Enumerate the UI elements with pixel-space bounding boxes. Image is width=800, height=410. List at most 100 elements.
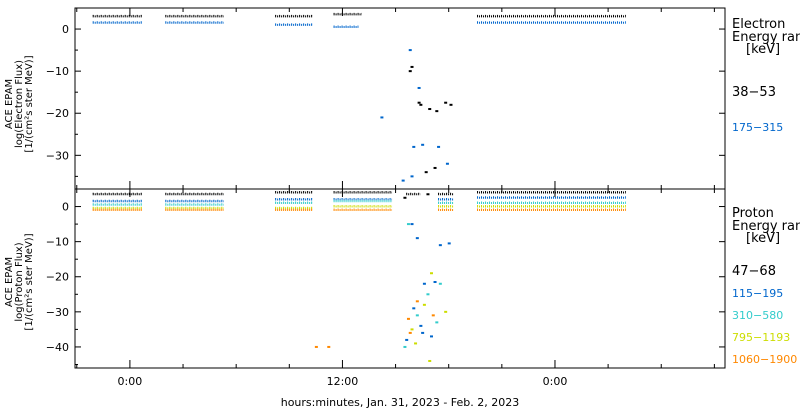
proton-series xyxy=(92,191,626,362)
proton-panel: 0−10−20−30−40 ACE EPAM log(Proton Flux) … xyxy=(4,188,800,369)
data-point xyxy=(419,324,423,327)
data-point xyxy=(410,223,414,226)
proton-legend-title-line3: [keV] xyxy=(746,231,780,246)
data-point xyxy=(406,223,410,226)
electron-legend-entries: 38−53 175−315 xyxy=(732,85,783,134)
data-point xyxy=(410,328,414,331)
x-tick-label: 12:00 xyxy=(327,375,359,388)
data-point xyxy=(445,162,449,165)
data-point xyxy=(314,345,318,348)
series-47-68 xyxy=(92,191,626,199)
legend-entry-795-1193: 795−1193 xyxy=(732,331,790,344)
x-axis-title: hours:minutes, Jan. 31, 2023 - Feb. 2, 2… xyxy=(281,396,520,409)
legend-entry-115-195: 115−195 xyxy=(732,287,783,300)
electron-legend-title-line1: Electron xyxy=(732,17,785,32)
data-point xyxy=(327,345,331,348)
data-point xyxy=(437,145,441,148)
data-point xyxy=(406,317,410,320)
data-point xyxy=(438,282,442,285)
data-point xyxy=(435,321,439,324)
electron-ylabel-line3: [1/(cm²s ster MeV)] xyxy=(24,55,35,152)
data-point xyxy=(429,272,433,275)
data-point xyxy=(422,303,426,306)
data-point xyxy=(429,335,433,338)
data-point xyxy=(447,242,451,245)
electron-ylabel-line2: log(Electron Flux) xyxy=(14,60,25,148)
series-115-195 xyxy=(92,196,626,341)
data-point xyxy=(415,300,419,303)
series-310-580 xyxy=(92,199,626,348)
x-tick-labels: 0:00 12:00 0:00 xyxy=(118,375,568,388)
data-point xyxy=(431,314,435,317)
data-point xyxy=(428,359,432,362)
legend-entry-47-68: 47−68 xyxy=(732,264,776,279)
data-point xyxy=(438,244,442,247)
proton-legend-entries: 47−68 115−195 310−580 795−1193 1060−1900 xyxy=(732,264,797,366)
data-point xyxy=(428,108,432,111)
data-point xyxy=(444,101,448,104)
data-point xyxy=(412,145,416,148)
y-tick-label: −30 xyxy=(46,149,69,162)
data-point xyxy=(433,166,437,169)
electron-x-ticks xyxy=(76,8,715,189)
x-tick-label: 0:00 xyxy=(118,375,143,388)
electron-y-ticks: 0 −10 −20 −30 xyxy=(46,7,725,177)
data-point xyxy=(449,103,453,106)
legend-entry-38-53: 38−53 xyxy=(732,85,776,100)
data-point xyxy=(415,237,419,240)
data-point xyxy=(405,338,409,341)
electron-legend-title-line2: Energy ran xyxy=(732,30,800,45)
series-38-53 xyxy=(92,12,626,174)
electron-legend-title-line3: [keV] xyxy=(746,42,780,57)
data-point xyxy=(424,171,428,174)
data-point xyxy=(421,143,425,146)
legend-entry-1060-1900: 1060−1900 xyxy=(732,353,797,366)
data-point xyxy=(419,103,423,106)
data-point xyxy=(403,345,407,348)
data-point xyxy=(410,175,414,178)
proton-legend-title-line2: Energy ran xyxy=(732,219,800,234)
data-point xyxy=(414,342,418,345)
y-tick-label: −20 xyxy=(46,271,69,284)
data-point xyxy=(433,281,437,284)
data-point xyxy=(401,179,405,182)
electron-ylabel-line1: ACE EPAM xyxy=(4,79,15,129)
y-tick-label: −30 xyxy=(46,306,69,319)
proton-y-ticks: 0 −10 −20 −30 −40 xyxy=(46,188,725,365)
y-tick-label: 0 xyxy=(62,23,69,36)
data-point xyxy=(426,193,430,196)
data-point xyxy=(417,86,421,89)
data-point xyxy=(403,196,407,199)
electron-series xyxy=(92,12,626,182)
series-795-1193 xyxy=(92,205,626,362)
y-tick-label: 0 xyxy=(62,201,69,214)
y-tick-label: −10 xyxy=(46,236,69,249)
proton-ylabel-line1: ACE EPAM xyxy=(4,257,15,307)
data-point xyxy=(408,331,412,334)
data-point xyxy=(410,65,414,68)
legend-entry-175-315: 175−315 xyxy=(732,121,783,134)
data-point xyxy=(435,110,439,113)
y-tick-label: −20 xyxy=(46,107,69,120)
proton-legend-title-line1: Proton xyxy=(732,206,774,221)
data-point xyxy=(415,314,419,317)
y-tick-label: −40 xyxy=(46,341,69,354)
series-175-315 xyxy=(92,21,626,182)
x-tick-label: 0:00 xyxy=(543,375,568,388)
data-point xyxy=(421,331,425,334)
data-point xyxy=(408,70,412,73)
data-point xyxy=(408,49,412,52)
series-1060-1900 xyxy=(92,208,626,348)
data-point xyxy=(417,101,421,104)
proton-ylabel-line2: log(Proton Flux) xyxy=(14,242,25,321)
proton-plot-frame xyxy=(74,188,726,369)
data-point xyxy=(444,310,448,313)
legend-entry-310-580: 310−580 xyxy=(732,309,783,322)
y-tick-label: −10 xyxy=(46,65,69,78)
electron-panel: 0 −10 −20 −30 ACE EPAM log(Electron Flux) [… xyxy=(4,7,800,190)
proton-ylabel-line3: [1/(cm²s ster MeV)] xyxy=(24,233,35,330)
data-point xyxy=(426,293,430,296)
data-point xyxy=(422,282,426,285)
